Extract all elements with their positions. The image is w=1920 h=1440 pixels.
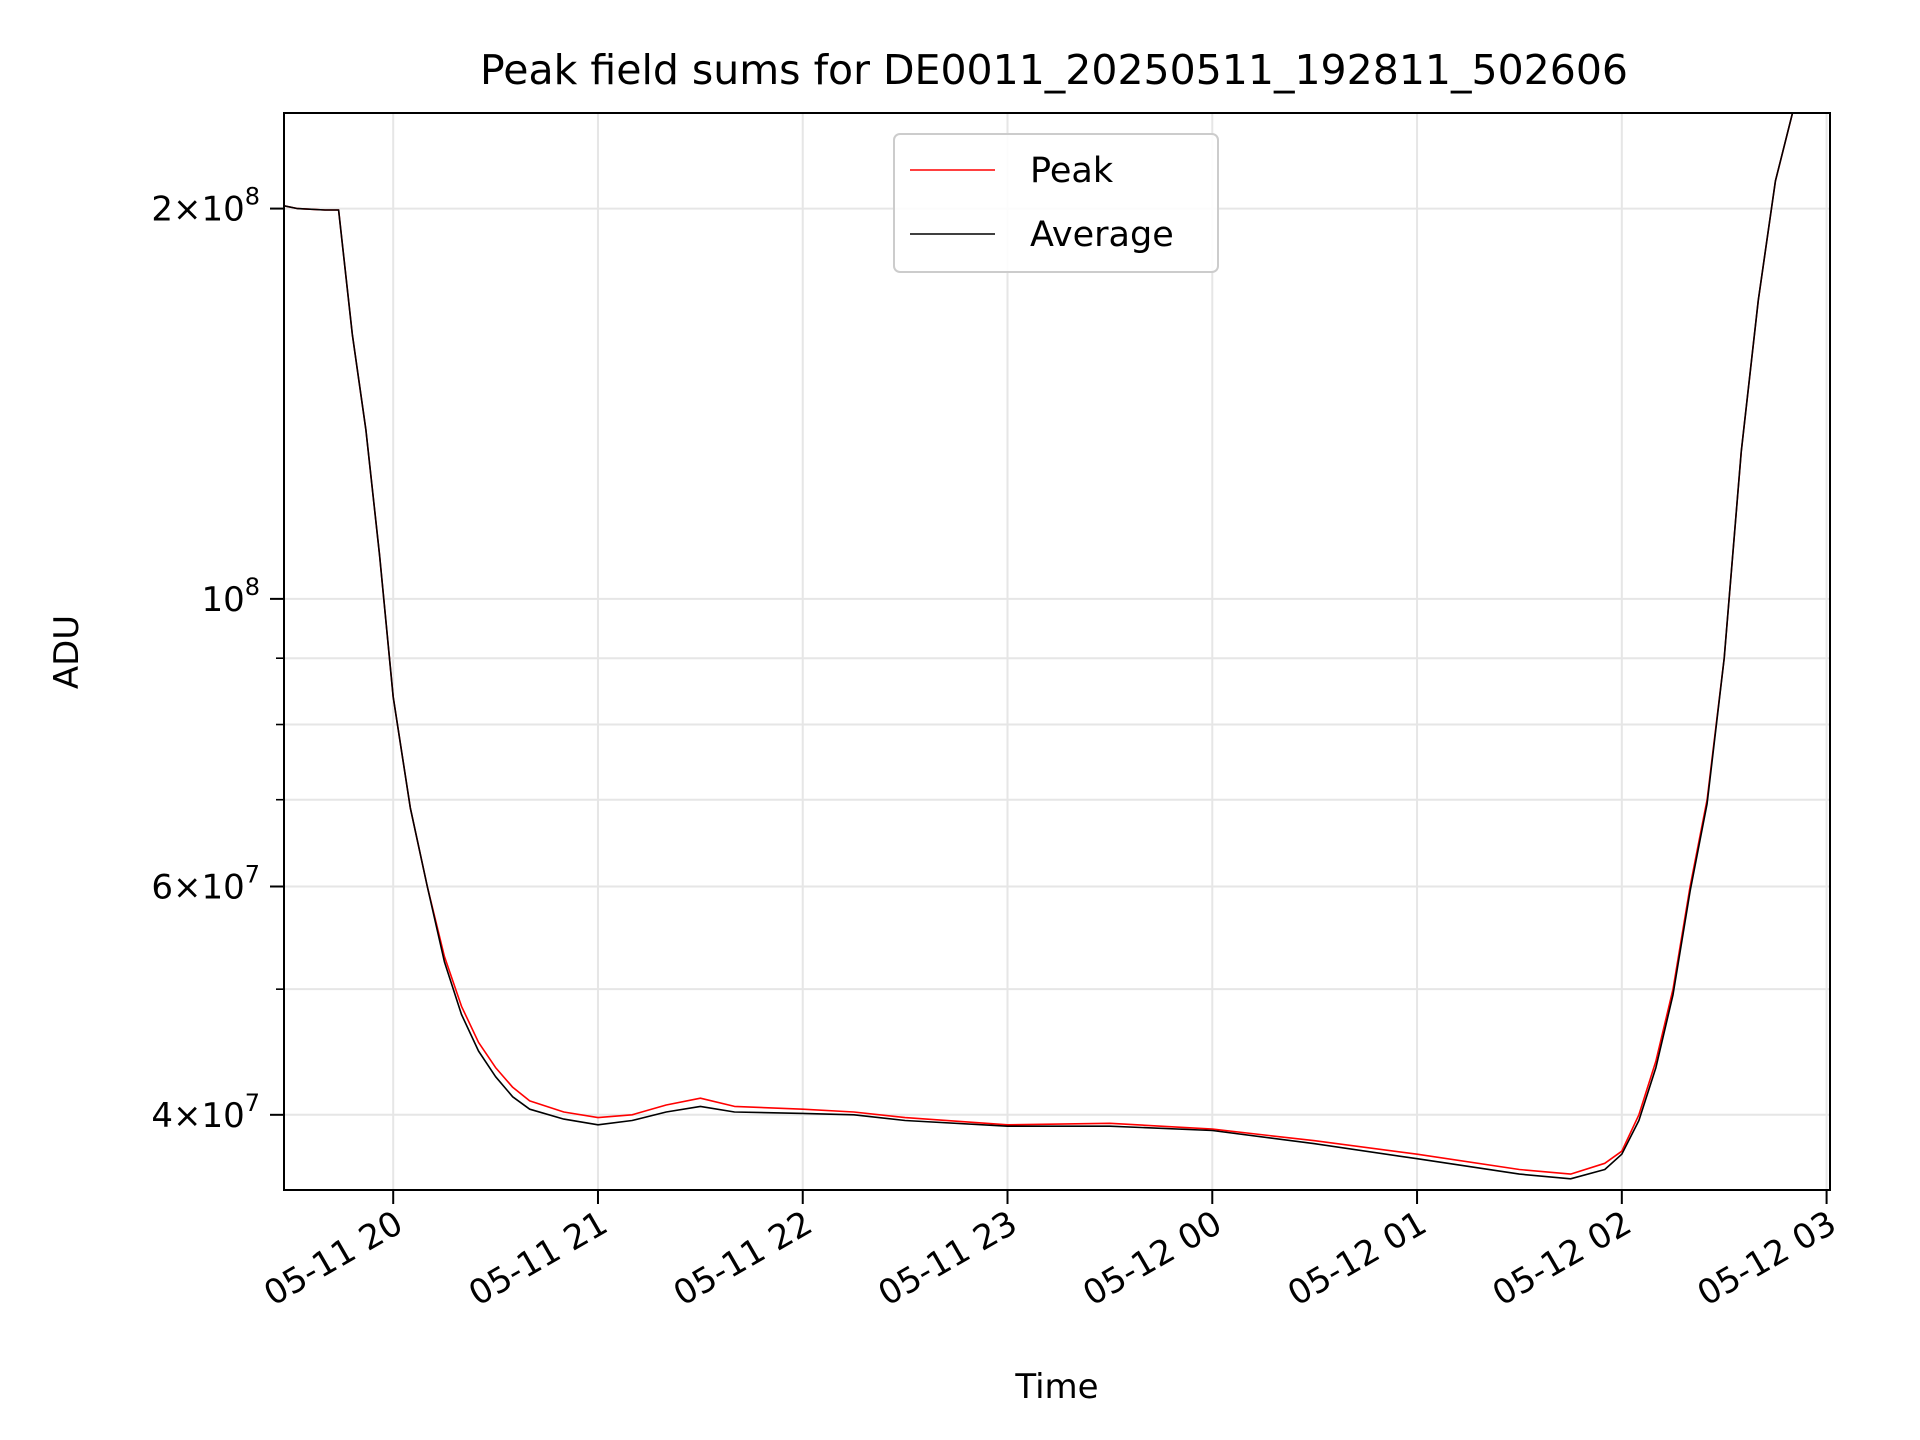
series-line-average [284, 113, 1794, 1180]
y-axis: 2×108 108 6×107 4×107 [151, 183, 284, 1136]
plot-frame [283, 112, 1831, 1191]
x-axis-label: Time [1014, 1367, 1098, 1407]
legend-box [893, 133, 1219, 273]
series-layer [284, 113, 1794, 1180]
y-tick-label: 2×108 [151, 183, 260, 230]
grid [284, 113, 1830, 1190]
legend-label-peak: Peak [1030, 151, 1114, 191]
legend-label-average: Average [1030, 215, 1174, 255]
legend: Peak Average [893, 133, 1219, 273]
y-tick-label: 6×107 [151, 861, 260, 908]
y-tick-label: 108 [201, 573, 260, 620]
y-tick-label: 4×107 [151, 1089, 260, 1136]
y-axis-label: ADU [47, 615, 87, 689]
chart-title: Peak field sums for DE0011_20250511_1928… [480, 46, 1628, 94]
